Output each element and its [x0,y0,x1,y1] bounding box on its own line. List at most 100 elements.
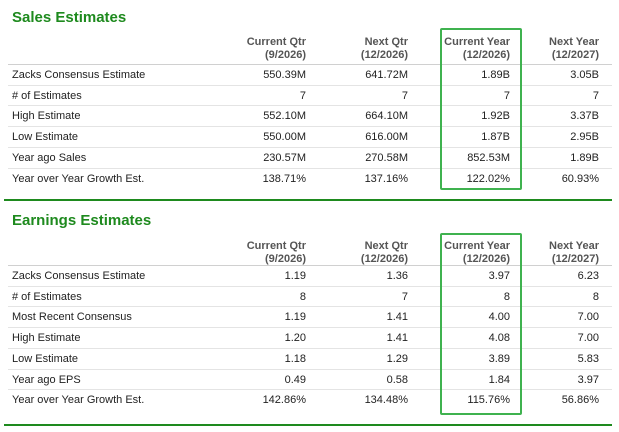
current-year-highlight [440,233,522,415]
row-label: Year over Year Growth Est. [12,172,145,185]
table-row: High Estimate 1.20 1.41 4.08 7.00 [8,327,612,349]
table-row: Low Estimate 1.18 1.29 3.89 5.83 [8,347,612,370]
row-value: 3.89 [488,352,510,365]
row-value: 60.93% [561,172,599,185]
row-value: 1.18 [284,352,306,365]
table-row: Low Estimate 550.00M 616.00M 1.87B 2.95B [8,126,612,148]
column-header-title: Next Year [549,36,599,48]
row-label: Zacks Consensus Estimate [12,69,146,81]
section-divider [4,424,612,426]
column-header: Current Qtr (9/2026) [216,36,306,62]
row-value: 0.49 [284,373,306,386]
row-value: 138.71% [262,172,306,185]
row-value: 122.02% [466,172,510,185]
row-label: High Estimate [12,110,81,123]
table-row: Most Recent Consensus 1.19 1.41 4.00 7.00 [8,306,612,328]
column-header-period: (12/2026) [360,253,408,265]
row-value: 3.97 [577,373,599,386]
row-label: Low Estimate [12,131,79,144]
row-label: Year ago EPS [12,373,81,386]
earnings-estimates-title: Earnings Estimates [12,212,152,229]
row-value: 6.23 [577,270,599,282]
row-label: # of Estimates [12,290,82,303]
row-value: 3.05B [570,69,599,81]
row-value: 616.00M [365,131,408,144]
row-value: 7 [401,89,408,102]
sales-estimates-title: Sales Estimates [12,9,127,26]
row-value: 1.41 [386,332,408,345]
row-value: 1.29 [386,352,408,365]
column-header: Current Qtr (9/2026) [216,240,306,266]
row-value: 230.57M [263,151,306,164]
row-value: 7 [401,290,408,303]
row-value: 552.10M [263,110,306,123]
column-header-period: (9/2026) [265,253,306,265]
table-row: Zacks Consensus Estimate 1.19 1.36 3.97 6.23 [8,265,612,287]
row-value: 1.36 [386,270,408,282]
column-header-period: (12/2027) [551,253,599,265]
table-row: Year ago Sales 230.57M 270.58M 852.53M 1.89B [8,146,612,169]
column-header-period: (9/2026) [265,49,306,61]
row-label: Zacks Consensus Estimate [12,270,146,282]
row-label: Most Recent Consensus [12,311,132,324]
row-value: 664.10M [365,110,408,123]
column-header-title: Current Year [444,36,510,48]
column-header-title: Current Qtr [246,36,306,48]
column-header: Current Year (12/2026) [420,240,510,266]
row-value: 1.89B [570,151,599,164]
row-value: 5.83 [577,352,599,365]
column-header-period: (12/2026) [462,253,510,265]
row-value: 2.95B [570,131,599,144]
column-header-period: (12/2027) [551,49,599,61]
row-value: 7 [299,89,306,102]
row-value: 1.19 [284,270,306,282]
column-header: Next Year (12/2027) [509,36,599,62]
row-value: 8 [503,290,510,303]
table-row: Year ago EPS 0.49 0.58 1.84 3.97 [8,368,612,391]
row-value: 1.19 [284,311,306,324]
row-value: 550.39M [263,69,306,81]
column-header-period: (12/2026) [360,49,408,61]
row-value: 4.00 [488,311,510,324]
row-label: Low Estimate [12,352,79,365]
row-value: 1.20 [284,332,306,345]
row-value: 7 [592,89,599,102]
column-header-title: Next Qtr [364,36,408,48]
table-row: # of Estimates 7 7 7 7 [8,84,612,107]
table-row: # of Estimates 8 7 8 8 [8,285,612,308]
row-value: 0.58 [386,373,408,386]
earnings-estimates-section: Earnings Estimates Current Qtr (9/2026) Ne… [0,201,612,432]
column-header-title: Current Year [444,240,510,252]
row-label: Year over Year Growth Est. [12,394,145,407]
row-value: 1.84 [488,373,510,386]
table-row: High Estimate 552.10M 664.10M 1.92B 3.37B [8,105,612,127]
row-value: 115.76% [467,394,510,407]
row-label: # of Estimates [12,89,82,102]
column-header: Next Qtr (12/2026) [318,36,408,62]
row-value: 7.00 [577,311,599,324]
column-header-period: (12/2026) [462,49,510,61]
row-value: 142.86% [262,394,306,407]
row-value: 56.86% [561,394,599,407]
row-value: 1.89B [481,69,510,81]
row-value: 134.48% [364,394,408,407]
row-label: Year ago Sales [12,151,87,164]
table-row: Year over Year Growth Est. 142.86% 134.48%… [8,389,612,411]
row-value: 137.16% [364,172,408,185]
table-row: Year over Year Growth Est. 138.71% 137.16%… [8,167,612,190]
current-year-highlight [440,28,522,190]
row-value: 641.72M [365,69,408,81]
table-row: Zacks Consensus Estimate 550.39M 641.72M 1.… [8,64,612,86]
row-value: 8 [592,290,599,303]
row-value: 7 [503,89,510,102]
row-value: 852.53M [467,151,510,164]
row-value: 7.00 [577,332,599,345]
row-value: 1.92B [481,110,510,123]
column-header: Next Year (12/2027) [509,240,599,266]
row-value: 8 [299,290,306,303]
row-value: 4.08 [488,332,510,345]
row-label: High Estimate [12,332,81,345]
column-header-title: Next Year [549,240,599,252]
section-divider [4,199,612,201]
column-header: Current Year (12/2026) [420,36,510,62]
